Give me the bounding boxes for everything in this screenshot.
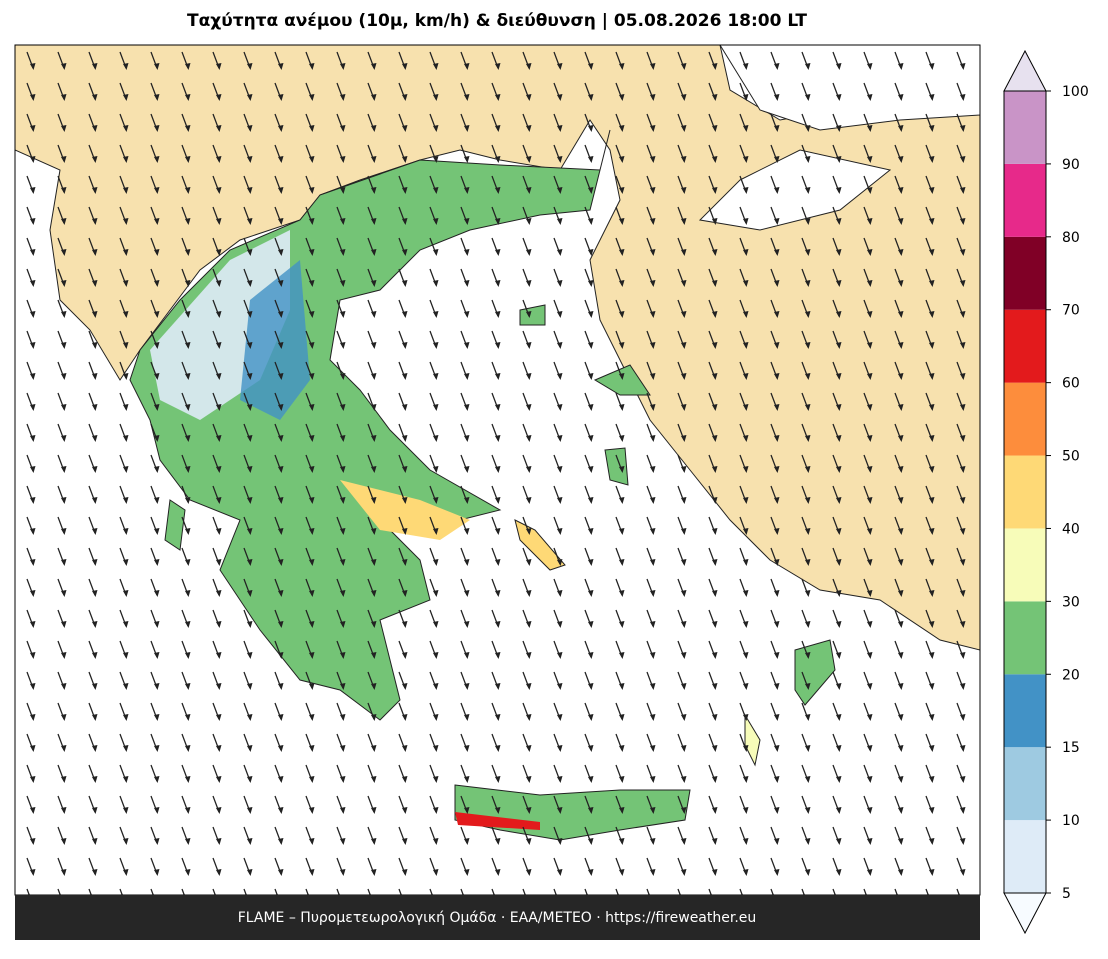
colorbar: 5 10 15 20 30 40 50 60 70 80 90 100 [1003, 49, 1089, 935]
colorbar-tick-label: 100 [1062, 84, 1089, 100]
colorbar-bin [1004, 163, 1046, 237]
footer-bar [15, 895, 980, 940]
colorbar-bin [1004, 455, 1046, 529]
colorbar-under [1003, 892, 1047, 935]
colorbar-over [1003, 49, 1047, 92]
colorbar-tick-label: 20 [1062, 667, 1080, 683]
colorbar-bin [1004, 309, 1046, 383]
colorbar-bin [1004, 236, 1046, 310]
colorbar-tick-label: 90 [1062, 157, 1080, 173]
colorbar-bin [1004, 91, 1046, 164]
colorbar-bin [1004, 601, 1046, 675]
map [15, 45, 980, 895]
colorbar-tick-label: 70 [1062, 303, 1080, 319]
colorbar-bin [1004, 747, 1046, 821]
colorbar-bin [1004, 382, 1046, 456]
colorbar-tick-label: 80 [1062, 230, 1080, 246]
colorbar-tick-label: 40 [1062, 521, 1080, 537]
colorbar-tick-label: 60 [1062, 376, 1080, 392]
wind-arrows [15, 45, 980, 895]
footer-text: FLAME – Πυρομετεωρολογική Ομάδα · ΕΑΑ/ME… [238, 910, 757, 926]
colorbar-bin [1004, 820, 1046, 893]
colorbar-tick-label: 15 [1062, 740, 1080, 756]
colorbar-tick-label: 10 [1062, 813, 1080, 829]
colorbar-bin [1004, 528, 1046, 602]
colorbar-tick-label: 50 [1062, 449, 1080, 465]
colorbar-frame [1003, 90, 1047, 894]
colorbar-tick-label: 5 [1062, 886, 1071, 902]
colorbar-bin [1004, 674, 1046, 748]
title: Ταχύτητα ανέμου (10μ, km/h) & διεύθυνση … [187, 11, 807, 31]
colorbar-tick-label: 30 [1062, 594, 1080, 610]
